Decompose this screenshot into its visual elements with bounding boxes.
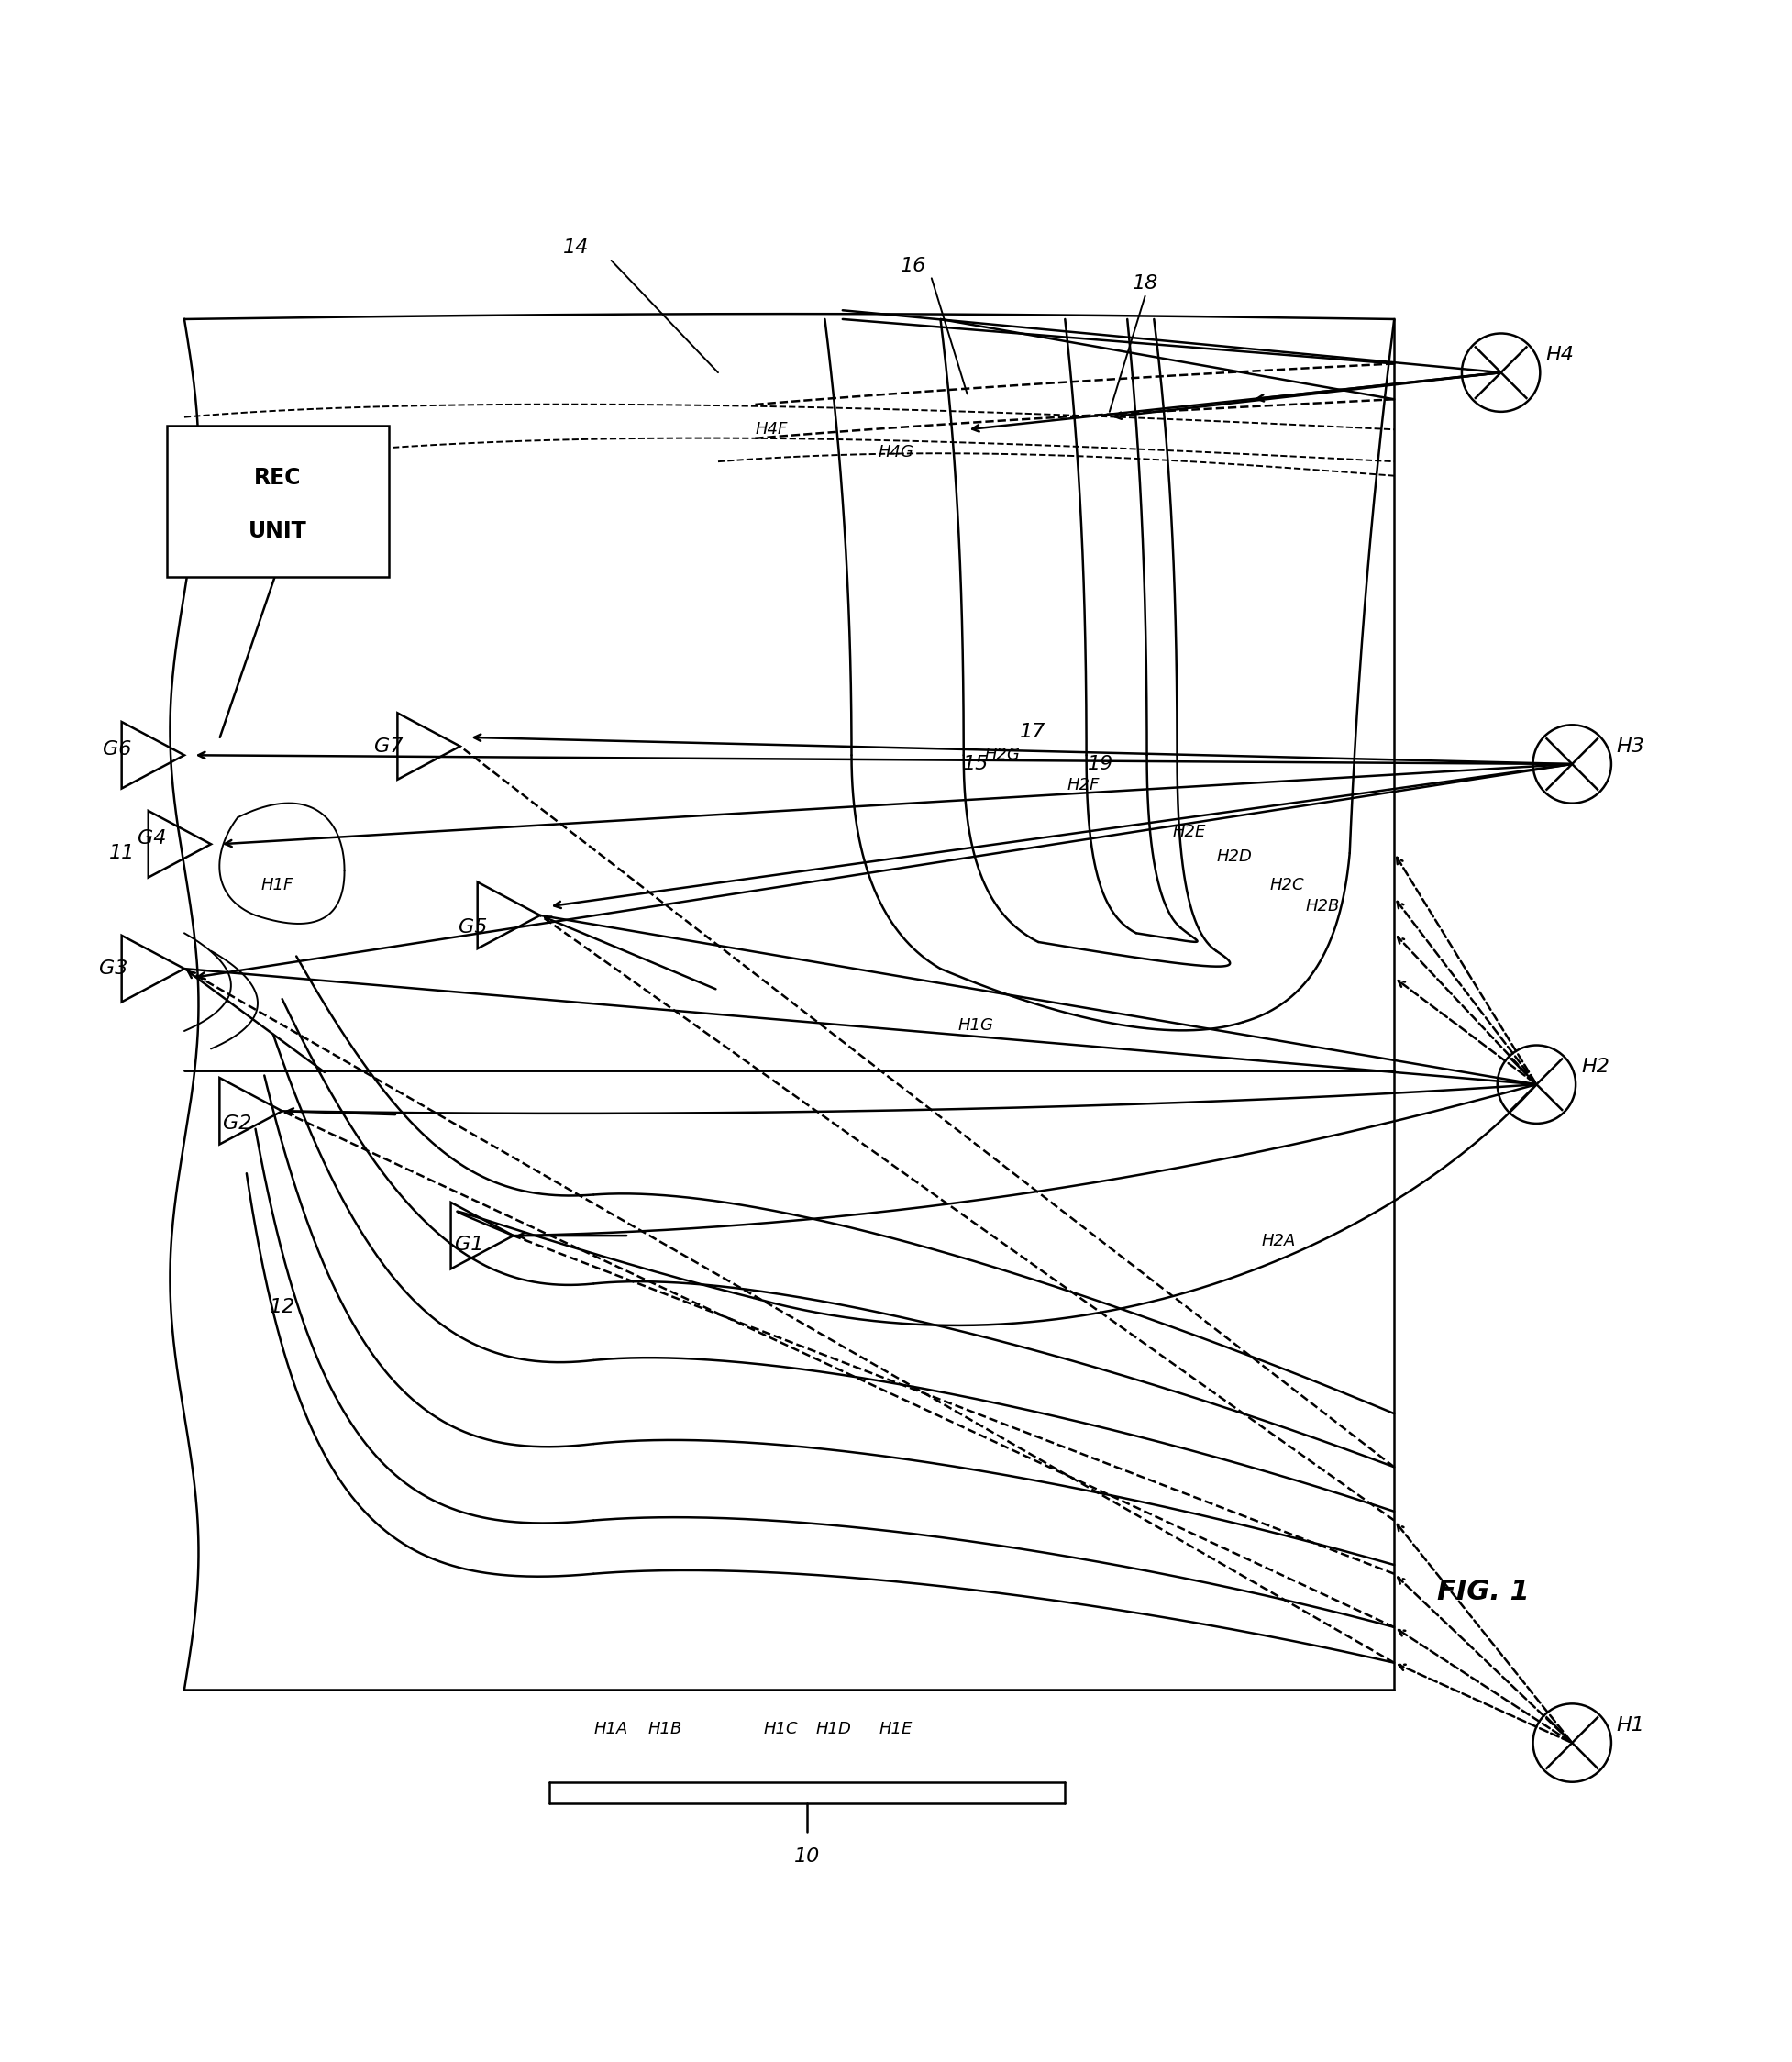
Text: H1G: H1G <box>959 1017 995 1033</box>
Text: G2: G2 <box>224 1113 253 1132</box>
Text: 15: 15 <box>962 755 989 773</box>
Text: 19: 19 <box>1088 755 1113 773</box>
Text: H2A: H2A <box>1262 1233 1296 1250</box>
Text: H1: H1 <box>1616 1716 1645 1734</box>
Text: H4G: H4G <box>878 445 914 462</box>
Text: H2D: H2D <box>1217 847 1253 864</box>
Text: H2G: H2G <box>986 746 1021 763</box>
Text: H4F: H4F <box>754 421 788 437</box>
Text: H2F: H2F <box>1066 777 1098 794</box>
Text: H2E: H2E <box>1174 823 1206 839</box>
Text: G5: G5 <box>459 918 487 936</box>
Text: 17: 17 <box>1020 724 1047 740</box>
Text: 14: 14 <box>563 239 590 258</box>
Text: H4: H4 <box>1545 346 1573 363</box>
Text: REC: REC <box>254 466 301 489</box>
Text: G4: G4 <box>138 829 167 847</box>
Text: H1D: H1D <box>815 1720 851 1736</box>
Text: 10: 10 <box>794 1848 821 1866</box>
Text: G7: G7 <box>375 736 403 755</box>
Text: 18: 18 <box>1133 274 1158 293</box>
Text: H2B: H2B <box>1306 899 1340 916</box>
Text: H1C: H1C <box>763 1720 797 1736</box>
Text: 16: 16 <box>901 256 926 274</box>
Text: H1B: H1B <box>647 1720 681 1736</box>
Text: H3: H3 <box>1616 736 1645 755</box>
Text: H1F: H1F <box>260 876 294 893</box>
Text: FIG. 1: FIG. 1 <box>1437 1577 1529 1604</box>
Text: H2C: H2C <box>1271 876 1305 893</box>
FancyBboxPatch shape <box>167 427 389 577</box>
Text: H1E: H1E <box>880 1720 912 1736</box>
Text: 12: 12 <box>269 1297 296 1316</box>
Text: H1A: H1A <box>595 1720 629 1736</box>
Text: G1: G1 <box>455 1235 484 1254</box>
Text: G3: G3 <box>99 959 127 977</box>
Text: 11: 11 <box>109 843 134 862</box>
Text: H2: H2 <box>1581 1058 1609 1076</box>
Text: G6: G6 <box>102 740 131 759</box>
Text: UNIT: UNIT <box>249 520 306 542</box>
